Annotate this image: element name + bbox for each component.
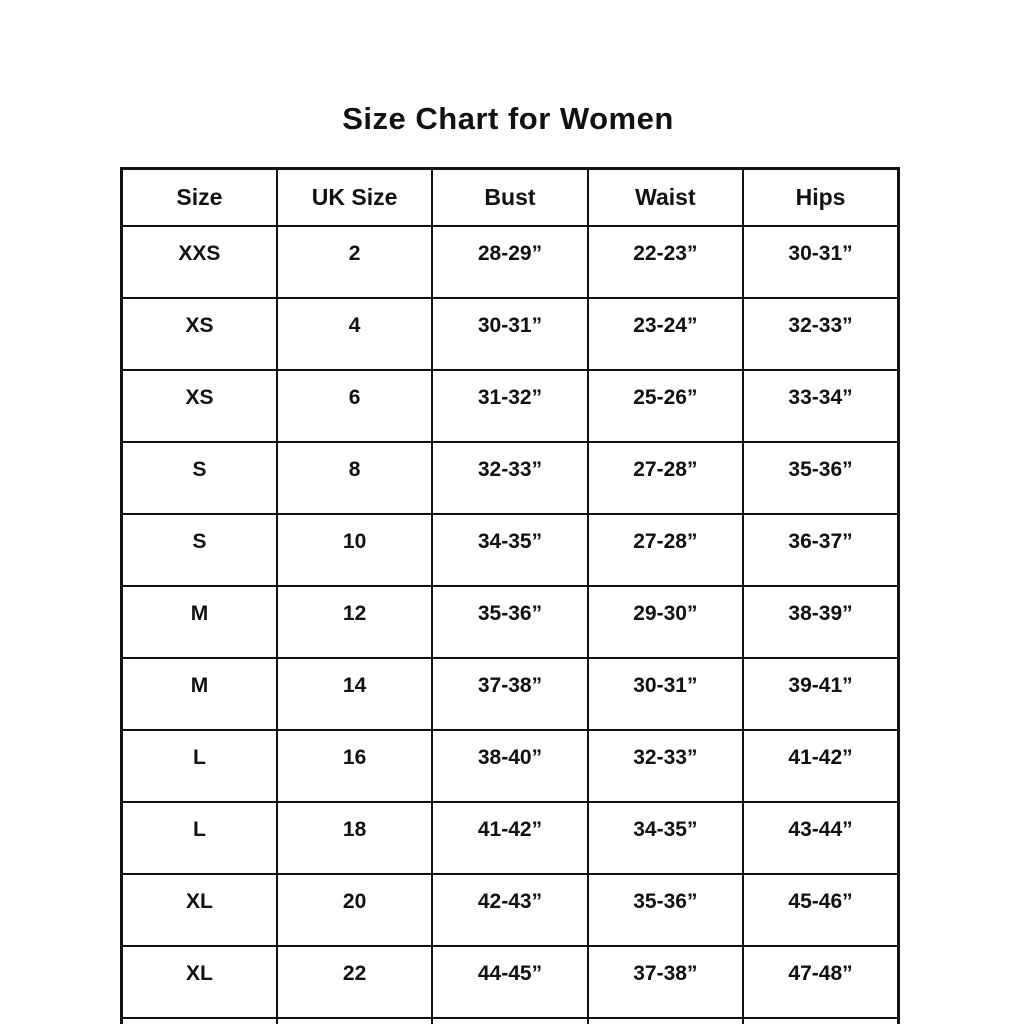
table-row: S 10 34-35” 27-28” 36-37” [120,513,900,587]
table-cell: 10 [275,513,434,587]
table-row: XXS 2 28-29” 22-23” 30-31” [120,225,900,299]
table-cell: 39-40” [586,1017,745,1024]
table-cell: 14 [275,657,434,731]
table-cell: 30-31” [431,297,589,371]
table-cell: 8 [275,441,434,515]
table-cell: 16 [275,729,434,803]
table-cell: 45-46” [742,873,900,947]
table-cell: 34-35” [586,801,745,875]
table-cell: 42-43” [431,873,589,947]
table-row: XL 20 42-43” 35-36” 45-46” [120,873,900,947]
table-header: Size UK Size Bust Waist Hips [120,167,900,227]
table-cell: M [120,585,278,659]
table-row: XXL2446-48”39-40”49-50” [120,1017,900,1024]
table-cell: 47-48” [742,945,900,1019]
table-cell: XXS [120,225,278,299]
table-cell: 32-33” [742,297,900,371]
table-cell: 35-36” [431,585,589,659]
table-cell: 46-48” [431,1017,589,1024]
table-row: M 12 35-36” 29-30” 38-39” [120,585,900,659]
table-cell: 41-42” [742,729,900,803]
table-cell: 30-31” [586,657,745,731]
table-cell: 44-45” [431,945,589,1019]
table-row: S 8 32-33” 27-28” 35-36” [120,441,900,515]
table-row: XS 4 30-31” 23-24” 32-33” [120,297,900,371]
column-header: Size [120,167,278,227]
table-cell: 30-31” [742,225,900,299]
table-cell: 36-37” [742,513,900,587]
column-header: Waist [586,167,745,227]
table-cell: XXL [120,1017,278,1024]
table-cell: 28-29” [431,225,589,299]
table-cell: 49-50” [742,1017,900,1024]
table-cell: 22-23” [586,225,745,299]
table-cell: 29-30” [586,585,745,659]
table-cell: 41-42” [431,801,589,875]
table-cell: 32-33” [431,441,589,515]
table-cell: XL [120,873,278,947]
table-cell: 4 [275,297,434,371]
table-cell: 39-41” [742,657,900,731]
column-header: UK Size [275,167,434,227]
table-cell: 43-44” [742,801,900,875]
table-cell: 2 [275,225,434,299]
table-cell: 24 [275,1017,434,1024]
table-cell: XS [120,297,278,371]
table-cell: 38-40” [431,729,589,803]
page-title: Size Chart for Women [342,101,674,136]
table-cell: XL [120,945,278,1019]
table-cell: 22 [275,945,434,1019]
table-cell: 35-36” [742,441,900,515]
column-header: Bust [431,167,589,227]
table-cell: 34-35” [431,513,589,587]
table-row: XS 6 31-32” 25-26” 33-34” [120,369,900,443]
table-row: XL 22 44-45” 37-38” 47-48” [120,945,900,1019]
table-cell: 35-36” [586,873,745,947]
header-row: Size UK Size Bust Waist Hips [120,167,900,227]
table-cell: 25-26” [586,369,745,443]
table-cell: 37-38” [586,945,745,1019]
table-cell: XS [120,369,278,443]
table-cell: 12 [275,585,434,659]
table-row: L 18 41-42” 34-35” 43-44” [120,801,900,875]
table-cell: S [120,513,278,587]
column-header: Hips [742,167,900,227]
table-cell: 20 [275,873,434,947]
table-cell: 33-34” [742,369,900,443]
table-cell: 23-24” [586,297,745,371]
table-cell: L [120,801,278,875]
table-cell: 38-39” [742,585,900,659]
table-cell: 37-38” [431,657,589,731]
table-cell: L [120,729,278,803]
table-row: L 16 38-40” 32-33” 41-42” [120,729,900,803]
table-cell: 6 [275,369,434,443]
table-cell: 32-33” [586,729,745,803]
table-cell: 27-28” [586,513,745,587]
table-cell: 31-32” [431,369,589,443]
table-row: M 14 37-38” 30-31” 39-41” [120,657,900,731]
table-cell: M [120,657,278,731]
table-cell: 18 [275,801,434,875]
table-body: XXS 2 28-29” 22-23” 30-31” XS 4 30-31” 23-24” 32-… [120,225,900,1024]
size-chart-table: Size UK Size Bust Waist Hips XXS 2 28-29” 22-23… [120,167,900,1024]
table-cell: 27-28” [586,441,745,515]
table-cell: S [120,441,278,515]
